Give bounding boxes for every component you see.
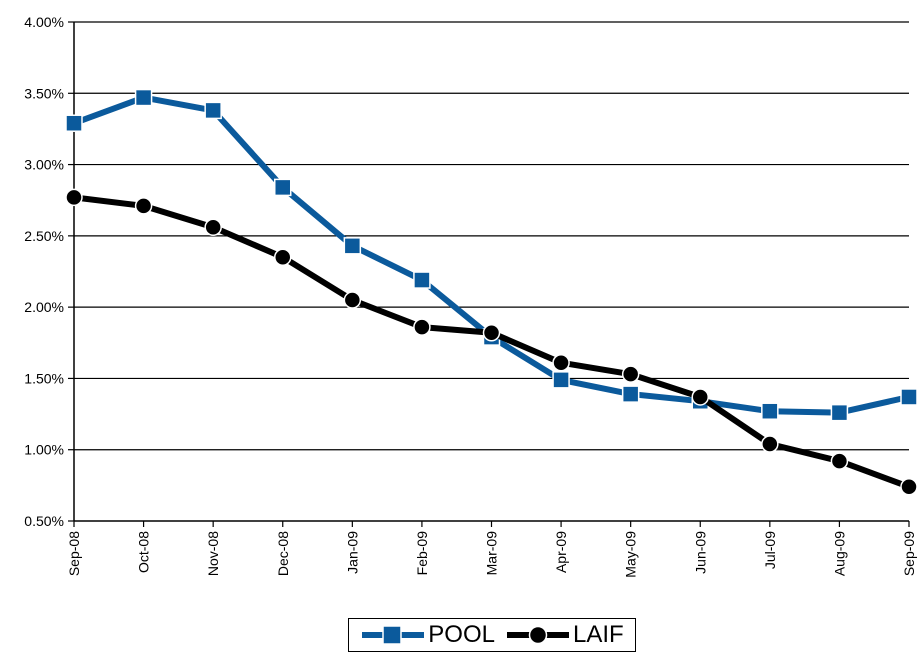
series-pool (65, 88, 917, 422)
legend-swatch-laif (507, 625, 569, 645)
x-tick-label: Sep-09 (901, 531, 917, 576)
legend: POOL LAIF (348, 618, 636, 652)
x-tick-label: Apr-09 (553, 531, 569, 573)
legend-entry-laif: LAIF (505, 623, 624, 647)
data-point (343, 237, 362, 255)
x-tick-label: Aug-09 (831, 531, 847, 576)
axes (68, 21, 910, 527)
data-point (621, 365, 640, 383)
x-tick-label: Jun-09 (692, 531, 708, 574)
series-line-pool (72, 94, 910, 416)
y-tick-label: 3.50% (24, 85, 64, 101)
data-point (691, 388, 709, 406)
y-tick-label: 4.00% (24, 14, 64, 30)
y-tick-label: 0.50% (24, 513, 64, 529)
series-laif (65, 188, 917, 496)
legend-label-laif: LAIF (573, 621, 624, 648)
data-point (274, 178, 292, 197)
x-tick-labels: Sep-08 Oct-08 Nov-08 Dec-08 Jan-09 Feb-09 Mar-… (66, 531, 917, 578)
x-tick-label: Jul-09 (762, 531, 778, 569)
gridlines (74, 21, 909, 451)
data-point (134, 88, 153, 107)
x-tick-label: Jan-09 (344, 531, 360, 574)
data-point (621, 385, 640, 403)
data-point (830, 452, 849, 470)
data-point (413, 318, 431, 336)
x-tick-label: Oct-08 (136, 531, 152, 573)
y-tick-label: 1.00% (24, 442, 64, 458)
x-tick-label: Sep-08 (66, 531, 82, 576)
y-tick-label: 1.50% (24, 370, 64, 386)
data-point (65, 114, 83, 132)
data-point (761, 402, 779, 420)
data-point (761, 435, 779, 453)
data-point (482, 324, 501, 342)
data-point (413, 271, 431, 289)
y-tick-label: 2.50% (24, 228, 64, 244)
data-point (65, 188, 83, 207)
data-point (900, 478, 917, 496)
data-point (204, 218, 222, 237)
data-point (343, 291, 362, 309)
y-tick-label: 3.00% (24, 157, 64, 173)
data-point (274, 248, 292, 266)
x-tick-label: May-09 (623, 531, 639, 578)
data-point (830, 403, 849, 422)
data-point (552, 371, 570, 389)
data-point (204, 101, 222, 120)
legend-label-pool: POOL (428, 621, 495, 648)
y-tick-labels: 0.50% 1.00% 1.50% 2.00% 2.50% 3.00% 3.50% 4.00% (24, 14, 64, 529)
legend-swatch-pool (362, 625, 425, 645)
x-tick-label: Nov-08 (205, 531, 221, 576)
data-point (552, 353, 570, 372)
x-tick-label: Mar-09 (484, 531, 500, 576)
x-tick-label: Dec-08 (275, 531, 291, 576)
x-tick-label: Feb-09 (414, 531, 430, 576)
data-point (134, 197, 153, 215)
legend-entry-pool: POOL (360, 623, 495, 647)
data-point (900, 388, 917, 406)
series (65, 88, 917, 496)
y-tick-label: 2.00% (24, 299, 64, 315)
